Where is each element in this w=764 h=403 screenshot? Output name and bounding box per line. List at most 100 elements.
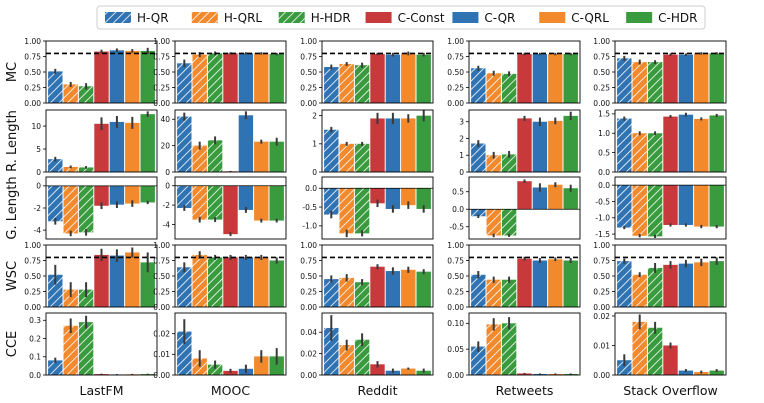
bar-4-0-6 [140, 374, 155, 375]
y-tick-label-0-2-1: 0.25 [300, 83, 317, 92]
y-tick-label-2-2-1: -0.5 [302, 203, 317, 212]
panel-frame-1-1 [174, 109, 287, 173]
row-label-4: CCE [5, 331, 20, 357]
bar-hatch-0-2-1 [339, 63, 354, 103]
y-tick-label-0-4-4: 1.00 [593, 37, 610, 46]
bar-4-1-6 [269, 356, 284, 375]
bar-hatch-2-3-0 [471, 209, 486, 217]
y-tick-label-3-0-0: 0.00 [24, 303, 41, 312]
panel-1-1: 0 20 40 [160, 109, 287, 177]
bar-1-3-6 [563, 115, 578, 172]
bar-hatch-3-3-0 [471, 274, 486, 307]
bar-1-2-5 [401, 118, 416, 172]
y-tick-label-3-1-4: 1.00 [153, 241, 170, 250]
bar-4-1-3 [223, 370, 238, 375]
y-tick-label-1-1-2: 40 [160, 115, 170, 124]
y-tick-label-1-1-1: 20 [160, 141, 170, 150]
bar-0-2-5 [401, 53, 416, 103]
y-tick-label-3-4-4: 1.00 [593, 241, 610, 250]
bar-hatch-3-4-1 [632, 274, 647, 307]
y-tick-label-1-3-2: 2 [459, 134, 464, 143]
bar-0-0-3 [94, 51, 109, 103]
panel-0-0: 0.00 0.25 0.50 0.75 1.00 [24, 37, 158, 108]
y-tick-label-3-0-2: 0.50 [24, 272, 41, 281]
legend-swatch-c-hdr [626, 12, 653, 23]
y-tick-label-4-1-2: 0.02 [153, 329, 170, 338]
bar-0-2-3 [370, 54, 385, 103]
bar-hatch-1-2-0 [324, 129, 339, 172]
y-tick-label-0-3-2: 0.50 [447, 68, 464, 77]
y-tick-label-0-2-0: 0.00 [300, 99, 317, 108]
y-tick-label-3-4-1: 0.25 [593, 287, 610, 296]
y-tick-label-4-0-1: 0.1 [29, 353, 41, 362]
bar-0-4-3 [663, 54, 678, 103]
bar-hatch-4-4-2 [647, 327, 663, 375]
y-tick-label-3-2-0: 0.00 [300, 303, 317, 312]
bar-2-1-6 [269, 185, 284, 221]
dataset-label-2: Reddit [357, 383, 397, 398]
bar-hatch-0-4-2 [647, 62, 663, 103]
bar-0-0-6 [140, 50, 155, 103]
dataset-label-3: Retweets [496, 383, 554, 398]
y-tick-label-2-3-1: 0.0 [452, 205, 464, 214]
y-tick-label-1-4-2: 1.0 [598, 129, 610, 138]
y-tick-label-0-4-1: 0.25 [593, 83, 610, 92]
y-tick-label-0-3-4: 1.00 [447, 37, 464, 46]
panel-frame-4-0 [45, 312, 158, 376]
y-tick-label-3-0-4: 1.00 [24, 241, 41, 250]
bar-hatch-2-1-1 [192, 185, 207, 220]
y-tick-label-1-4-3: 1.5 [598, 110, 610, 119]
y-tick-label-2-1-0: -4 [163, 220, 171, 229]
bar-0-1-4 [238, 53, 254, 103]
bar-hatch-2-4-2 [647, 185, 663, 237]
y-tick-label-2-0-0: -4 [34, 226, 42, 235]
panel-2-0: -4 -2 0 [34, 176, 158, 240]
bar-4-4-6 [709, 370, 724, 375]
y-tick-label-0-4-0: 0.00 [593, 99, 610, 108]
bar-1-1-4 [238, 115, 254, 172]
legend-swatch-c-qrl [539, 12, 566, 23]
y-tick-label-0-1-2: 0.50 [153, 68, 170, 77]
panel-frame-2-2 [321, 176, 434, 240]
y-tick-label-1-2-0: 0 [312, 168, 317, 177]
bar-0-3-6 [563, 54, 578, 103]
bar-3-3-6 [563, 260, 578, 307]
bar-hatch-4-3-1 [486, 324, 501, 375]
y-tick-label-0-3-3: 0.75 [447, 52, 464, 61]
bar-1-3-5 [548, 120, 563, 172]
y-tick-label-3-1-3: 0.75 [153, 256, 170, 265]
bar-hatch-3-0-2 [78, 289, 94, 307]
y-tick-label-4-1-1: 0.01 [153, 350, 170, 359]
bar-hatch-4-0-1 [63, 325, 78, 375]
y-tick-label-0-0-1: 0.25 [24, 83, 41, 92]
legend-swatch-c-const [365, 12, 392, 23]
y-tick-label-4-0-0: 0.0 [29, 371, 41, 380]
y-tick-label-1-0-2: 10 [31, 122, 41, 131]
bar-hatch-1-3-0 [471, 143, 486, 172]
bar-hatch-4-3-2 [501, 323, 517, 375]
row-label-0: MC [5, 62, 20, 82]
legend-label-h-qr: H-QR [137, 11, 169, 25]
bar-2-2-3 [370, 188, 385, 204]
bar-hatch-4-1-2 [207, 364, 223, 375]
y-tick-label-1-4-0: 0.0 [598, 168, 610, 177]
bar-3-0-3 [94, 254, 109, 307]
y-tick-label-3-3-4: 1.00 [447, 241, 464, 250]
y-tick-label-1-3-3: 3 [459, 118, 464, 127]
y-tick-label-1-0-1: 5 [36, 145, 41, 154]
bar-hatch-4-2-0 [324, 327, 339, 375]
legend-swatch-hatch-h-hdr [278, 12, 305, 23]
bar-2-2-4 [385, 188, 401, 209]
dataset-label-4: Stack Overflow [623, 383, 717, 398]
bar-hatch-1-1-0 [177, 116, 192, 172]
panel-2-2: -1.0 -0.5 0.0 [302, 176, 434, 240]
panel-3-3: 0.00 0.25 0.50 0.75 1.00 [447, 241, 581, 312]
bar-hatch-0-3-2 [501, 73, 517, 103]
panel-frame-4-1 [174, 312, 287, 376]
legend-label-h-hdr: H-HDR [311, 11, 351, 25]
panel-frame-1-0 [45, 109, 158, 173]
y-tick-label-0-1-3: 0.75 [153, 52, 170, 61]
y-tick-label-3-4-2: 0.50 [593, 272, 610, 281]
y-tick-label-4-4-0: 0.00 [593, 371, 610, 380]
y-tick-label-4-3-2: 0.10 [447, 319, 464, 328]
